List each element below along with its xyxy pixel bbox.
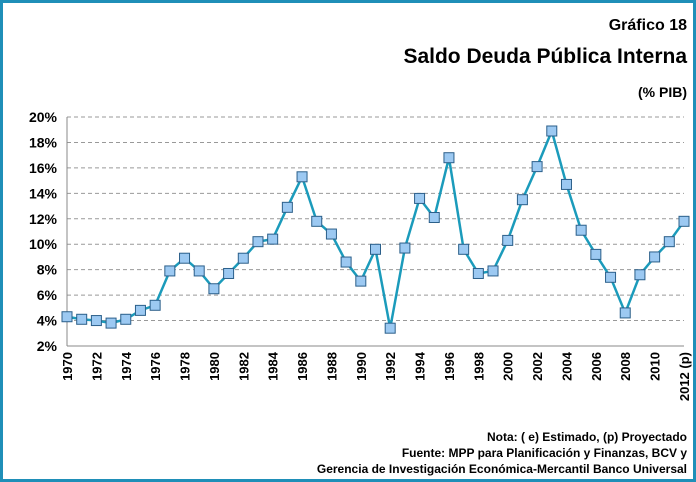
y-tick-label: 8% xyxy=(37,262,58,278)
x-tick-label: 2002 xyxy=(530,352,545,381)
data-point xyxy=(164,265,176,277)
x-tick-label: 2000 xyxy=(501,352,516,381)
chart-subtitle: Saldo Deuda Pública Interna xyxy=(403,45,687,68)
data-point xyxy=(649,251,661,263)
x-tick-label: 2004 xyxy=(559,351,574,381)
y-tick-label: 16% xyxy=(29,160,58,176)
y-tick-label: 14% xyxy=(29,185,58,201)
data-point xyxy=(267,233,279,245)
x-tick-label: 1972 xyxy=(89,352,104,381)
data-point xyxy=(443,152,455,164)
data-point xyxy=(61,311,73,323)
data-point xyxy=(560,178,572,190)
x-tick-label: 2010 xyxy=(648,352,663,381)
x-tick-label: 2006 xyxy=(589,352,604,381)
data-point xyxy=(296,171,308,183)
x-tick-label: 1970 xyxy=(60,352,75,381)
x-tick-label: 1976 xyxy=(148,352,163,381)
data-point xyxy=(663,236,675,248)
x-tick-label: 2012 (p) xyxy=(677,352,692,401)
data-point xyxy=(325,228,337,240)
x-tick-label: 1998 xyxy=(471,352,486,381)
data-point xyxy=(678,215,690,227)
y-tick-label: 10% xyxy=(29,236,58,252)
data-point xyxy=(208,283,220,295)
note: Gerencia de Investigación Económica-Merc… xyxy=(317,462,687,476)
x-tick-label: 1984 xyxy=(266,351,281,381)
data-point xyxy=(355,275,367,287)
data-point xyxy=(223,267,235,279)
data-point xyxy=(281,201,293,213)
data-point xyxy=(120,313,132,325)
data-point xyxy=(149,299,161,311)
data-point xyxy=(428,212,440,224)
data-point xyxy=(105,317,117,329)
chart-title: Gráfico 18 xyxy=(609,17,687,34)
y-tick-label: 18% xyxy=(29,134,58,150)
data-point xyxy=(252,236,264,248)
x-tick-label: 1992 xyxy=(383,352,398,381)
data-point xyxy=(634,269,646,281)
data-point xyxy=(399,242,411,254)
data-point xyxy=(502,234,514,246)
data-point xyxy=(384,322,396,334)
data-point xyxy=(531,161,543,173)
data-point xyxy=(590,248,602,260)
x-tick-label: 1982 xyxy=(236,352,251,381)
data-point xyxy=(311,215,323,227)
data-point xyxy=(76,313,88,325)
data-point xyxy=(487,265,499,277)
data-point xyxy=(414,192,426,204)
y-tick-label: 12% xyxy=(29,211,58,227)
data-point xyxy=(575,224,587,236)
y-tick-label: 20% xyxy=(29,109,58,125)
data-point xyxy=(458,243,470,255)
data-point xyxy=(619,307,631,319)
x-tick-label: 1978 xyxy=(178,352,193,381)
x-tick-label: 1974 xyxy=(119,351,134,381)
x-tick-label: 1988 xyxy=(324,352,339,381)
data-point xyxy=(193,265,205,277)
x-tick-label: 2008 xyxy=(618,352,633,381)
data-point xyxy=(605,271,617,283)
x-tick-label: 1996 xyxy=(442,352,457,381)
x-tick-label: 1990 xyxy=(354,352,369,381)
x-tick-label: 1994 xyxy=(413,351,428,381)
y-tick-label: 2% xyxy=(37,338,58,354)
note: Fuente: MPP para Planificación y Finanza… xyxy=(402,446,688,460)
data-point xyxy=(370,243,381,255)
data-point xyxy=(237,252,249,264)
x-tick-label: 1980 xyxy=(207,352,222,381)
y-tick-label: 6% xyxy=(37,287,58,303)
y-tick-label: 4% xyxy=(37,313,58,329)
data-point xyxy=(179,252,191,264)
data-point xyxy=(134,304,146,316)
x-tick-label: 1986 xyxy=(295,352,310,381)
data-point xyxy=(546,125,558,137)
data-point xyxy=(90,315,102,327)
data-point xyxy=(340,256,352,268)
unit-label: (% PIB) xyxy=(638,84,687,100)
note: Nota: ( e) Estimado, (p) Proyectado xyxy=(487,430,687,444)
data-point xyxy=(472,267,484,279)
data-point xyxy=(516,194,528,206)
